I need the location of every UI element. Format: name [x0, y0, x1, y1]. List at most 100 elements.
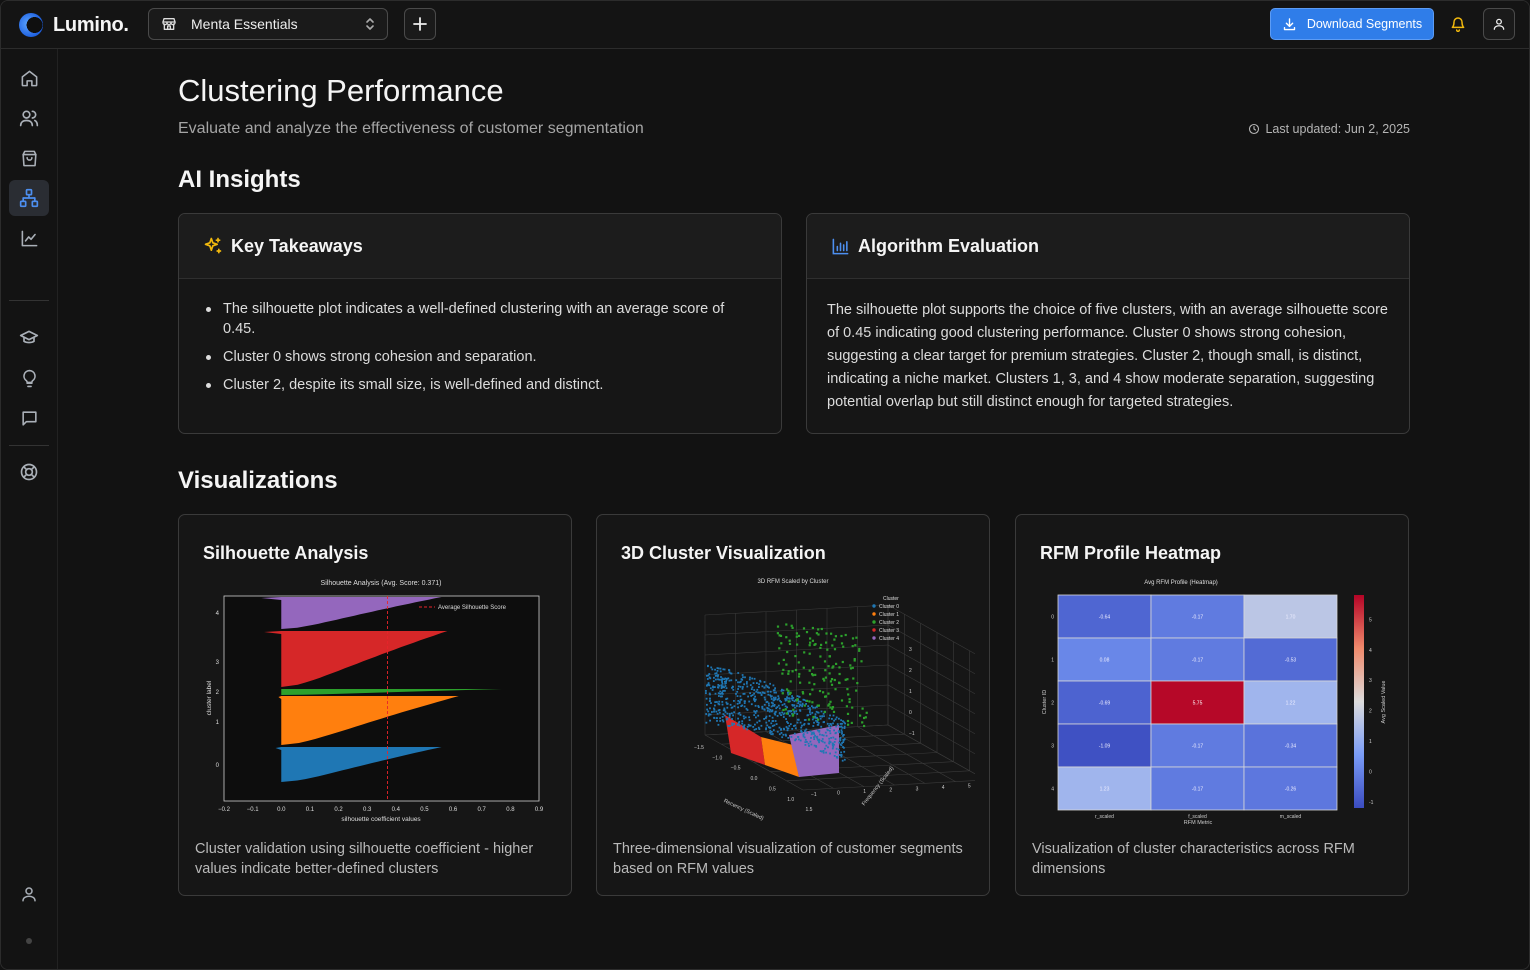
plus-icon	[413, 17, 427, 31]
viz-caption: Visualization of cluster characteristics…	[1032, 841, 1355, 877]
silhouette-band-1	[278, 696, 459, 745]
cluster-2-points	[776, 623, 868, 728]
sidebar-item-ideas[interactable]	[9, 360, 49, 396]
sidebar-item-learn[interactable]	[9, 320, 49, 356]
heatmap-value: -0.17	[1192, 615, 1204, 621]
legend-marker	[872, 636, 876, 640]
silhouette-band-4	[261, 597, 442, 629]
user-icon	[22, 887, 36, 902]
sidebar-item-products[interactable]	[9, 140, 49, 176]
legend-marker	[872, 604, 876, 608]
y-tick-label: 3	[916, 786, 919, 792]
add-store-button[interactable]	[404, 8, 436, 40]
sidebar-item-customers[interactable]	[9, 100, 49, 136]
heatmap-cell	[1150, 766, 1245, 811]
store-icon	[162, 18, 176, 30]
sparkles-icon	[204, 237, 222, 254]
chart-title: Avg RFM Profile (Heatmap)	[1144, 580, 1218, 586]
x-axis-label: Recency (Scaled)	[722, 798, 764, 822]
message-square-icon	[21, 410, 37, 426]
z-tick-label: −1	[909, 731, 915, 737]
sidebar-item-support[interactable]	[9, 454, 49, 490]
x-tick-label: 0.5	[420, 807, 429, 813]
heatmap-cell	[1150, 680, 1245, 725]
store-selector[interactable]: Menta Essentials	[148, 8, 388, 40]
legend-label: Cluster 3	[879, 628, 899, 634]
legend-label: Cluster 2	[879, 620, 899, 626]
cluster-1-surface	[761, 737, 799, 777]
silhouette-chart: Silhouette Analysis (Avg. Score: 0.371) …	[206, 580, 544, 823]
download-segments-button[interactable]: Download Segments	[1270, 8, 1434, 40]
sidebar-item-profile[interactable]	[9, 876, 49, 912]
rfm-heatmap-chart: Avg RFM Profile (Heatmap) -0.64 -0.17 1.70…	[1042, 580, 1387, 826]
x-tick-label: f_scaled	[1188, 814, 1207, 820]
heatmap-cell	[1243, 723, 1338, 768]
legend-label: Cluster 1	[879, 612, 899, 618]
colorbar	[1354, 595, 1364, 808]
z-tick-label: 3	[909, 647, 912, 653]
sidebar-item-home[interactable]	[9, 60, 49, 96]
life-buoy-icon	[20, 463, 38, 481]
rfm-heatmap-card: RFM Profile Heatmap Avg RFM Profile (Hea…	[1015, 514, 1409, 896]
legend-marker	[872, 620, 876, 624]
heatmap-value: -1.09	[1099, 744, 1111, 750]
sidebar	[1, 49, 58, 969]
x-tick-label: r_scaled	[1095, 814, 1114, 820]
x-tick-label: 0.2	[334, 807, 343, 813]
chart-title: 3D RFM Scaled by Cluster	[757, 579, 828, 585]
legend-marker	[872, 628, 876, 632]
logo[interactable]: Lumino.	[19, 13, 129, 37]
algorithm-evaluation-header: Algorithm Evaluation	[807, 214, 1409, 279]
cluster-3d-chart: 3D RFM Scaled by Cluster Cluster Cluster …	[694, 579, 975, 822]
heatmap-cell	[1150, 594, 1245, 639]
y-tick-label: 3	[1051, 744, 1054, 750]
colorbar-tick-label: 5	[1369, 617, 1372, 623]
heatmap-cell	[1150, 723, 1245, 768]
clock-icon	[1249, 123, 1260, 135]
x-tick-label: −1.0	[712, 755, 722, 761]
sidebar-item-clustering[interactable]	[9, 180, 49, 216]
user-menu-button[interactable]	[1483, 8, 1515, 40]
heatmap-value: 5.75	[1193, 701, 1203, 707]
heatmap-cell	[1243, 680, 1338, 725]
store-name: Menta Essentials	[191, 16, 298, 32]
y-tick-label: 1	[1051, 658, 1054, 664]
heatmap-value: -0.53	[1285, 658, 1297, 664]
download-icon	[1283, 17, 1295, 30]
key-takeaways-card: Key Takeaways The silhouette plot indica…	[178, 213, 782, 434]
x-axis-label: silhouette coefficient values	[341, 816, 421, 823]
y-tick-label: 1	[216, 720, 220, 726]
x-tick-label: −1.5	[694, 745, 704, 751]
heatmap-value: 0.08	[1100, 658, 1110, 664]
sidebar-item-analytics[interactable]	[9, 220, 49, 256]
heatmap-value: -0.17	[1192, 658, 1204, 664]
x-tick-label: 0.4	[392, 807, 401, 813]
x-tick-label: −0.1	[247, 807, 260, 813]
z-tick-label: 0	[909, 710, 912, 716]
colorbar-tick-label: 4	[1369, 648, 1372, 654]
cluster-0-points	[705, 664, 846, 762]
viz-caption: Cluster validation using silhouette coef…	[195, 841, 534, 877]
algorithm-evaluation-text: The silhouette plot supports the choice …	[827, 302, 1388, 410]
sidebar-item-chat[interactable]	[9, 400, 49, 436]
top-bar: Lumino. Menta Essentials Download Segmen…	[1, 1, 1529, 49]
x-tick-label: 0.1	[306, 807, 315, 813]
x-tick-label: 1.0	[787, 797, 794, 803]
colorbar-tick-label: -1	[1369, 800, 1374, 806]
heatmap-value: 1.23	[1100, 787, 1110, 793]
x-tick-label: 0.8	[506, 807, 515, 813]
y-tick-label: 5	[968, 783, 971, 789]
line-chart-icon	[21, 230, 37, 246]
cluster-3d-card: 3D Cluster Visualization 3D RFM Scaled b…	[596, 514, 990, 896]
y-tick-label: 4	[942, 785, 945, 791]
silhouette-band-0	[275, 747, 442, 782]
viz-title: RFM Profile Heatmap	[1040, 543, 1222, 563]
home-icon	[21, 70, 37, 86]
list-item: The silhouette plot indicates a well-def…	[203, 299, 757, 339]
heatmap-cell	[1243, 637, 1338, 682]
z-tick-label: 2	[909, 668, 912, 674]
bar-chart-icon	[832, 238, 849, 254]
heatmap-cell	[1150, 637, 1245, 682]
x-tick-label: 0.7	[478, 807, 487, 813]
notifications-button[interactable]	[1447, 13, 1469, 35]
